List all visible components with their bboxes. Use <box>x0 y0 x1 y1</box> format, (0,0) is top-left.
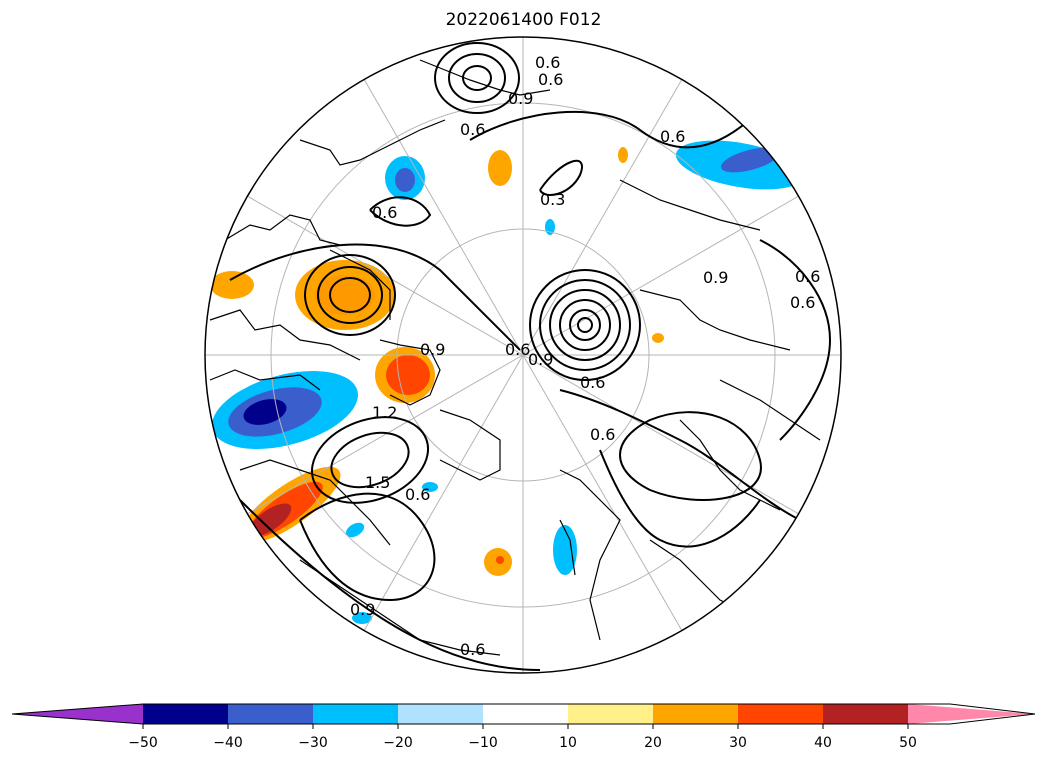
contour-label: 0.3 <box>540 190 565 209</box>
map-boundary <box>204 36 842 674</box>
colorbar-segment <box>313 704 398 724</box>
shading-layer <box>210 140 805 624</box>
colorbar-segment <box>738 704 823 724</box>
colorbar-tick-label: 50 <box>899 735 917 751</box>
contour-label: 0.6 <box>660 127 685 146</box>
colorbar-tick-label: 40 <box>814 735 832 751</box>
colorbar-segment <box>568 704 653 724</box>
contour-label: 0.6 <box>790 293 815 312</box>
contour-low-north <box>434 42 520 114</box>
contour-label: 0.6 <box>460 120 485 139</box>
contour-label: 1.5 <box>365 473 390 492</box>
colorbar-tick-label: 20 <box>644 735 662 751</box>
colorbar-tick-label: −30 <box>298 735 328 751</box>
colorbar-tick-label: 10 <box>559 735 577 751</box>
colorbar-segment <box>398 704 483 724</box>
contour-label: 0.6 <box>590 425 615 444</box>
contour-label: 0.9 <box>350 600 375 619</box>
contour-labels: 0.6 0.6 0.6 0.9 0.6 0.6 0.3 0.6 0.6 0.6 … <box>350 53 820 659</box>
contour-lines <box>229 42 832 671</box>
colorbar-segment <box>653 704 738 724</box>
colorbar-segment <box>823 704 908 724</box>
colorbar-tick-label: −40 <box>213 735 243 751</box>
contour-sw <box>310 416 430 504</box>
contour-label: 0.6 <box>580 373 605 392</box>
colorbar-segment <box>12 704 143 724</box>
polar-map: 0.6 0.6 0.6 0.9 0.6 0.6 0.3 0.6 0.6 0.6 … <box>204 36 842 674</box>
shade-blue-s <box>553 525 577 575</box>
contour-label: 1.2 <box>372 403 397 422</box>
contour-label: 0.6 <box>505 340 530 359</box>
colorbar-segment <box>228 704 313 724</box>
colorbar-segment <box>908 704 1035 724</box>
colorbar-tick-label: −10 <box>468 735 498 751</box>
contour-label: 0.6 <box>538 70 563 89</box>
colorbar-tick-label: −50 <box>128 735 158 751</box>
contour-label: 0.6 <box>460 640 485 659</box>
contour-label: 0.9 <box>528 350 553 369</box>
shade-orange-n <box>488 150 512 186</box>
contour-label: 0.6 <box>372 203 397 222</box>
contour-label: 0.6 <box>795 267 820 286</box>
contour-label: 0.9 <box>420 340 445 359</box>
shade-orange-west <box>210 271 254 299</box>
contour-label: 0.6 <box>405 485 430 504</box>
contour-label: 0.9 <box>508 89 533 108</box>
map-title: 2022061400 F012 <box>445 10 602 30</box>
colorbar-segment <box>483 704 568 724</box>
colorbar-segment <box>143 704 228 724</box>
contour-west <box>304 254 396 336</box>
contour-label: 0.9 <box>703 268 728 287</box>
contour-label: 0.6 <box>535 53 560 72</box>
colorbar-tick-label: 30 <box>729 735 747 751</box>
colorbar-tick-label: −20 <box>383 735 413 751</box>
contour-low-center <box>529 269 641 381</box>
graticule <box>205 37 841 673</box>
